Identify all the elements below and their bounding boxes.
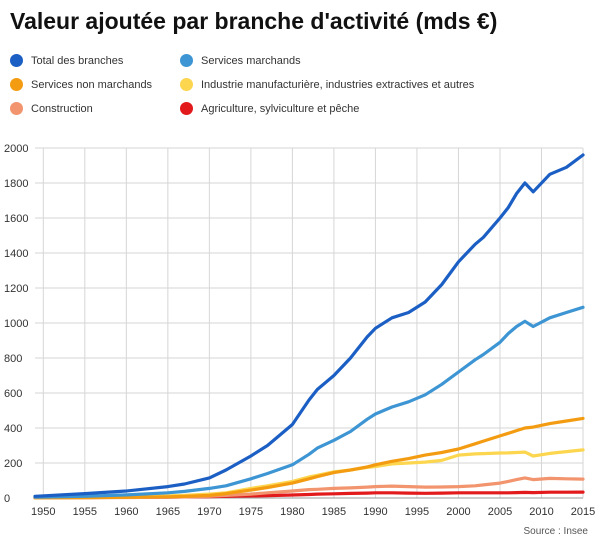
x-tick-label-8: 1990 [363,506,387,518]
legend-label-industrie: Industrie manufacturière, industries ext… [201,78,475,91]
x-tick-label-0: 1950 [31,506,55,518]
legend-dot-services-marchands [180,54,193,67]
legend-label-services-non-marchands: Services non marchands [31,78,153,91]
y-tick-label-3: 600 [4,388,22,400]
x-tick-label-6: 1980 [280,506,304,518]
series-line-2 [33,416,585,500]
series-line-0 [33,153,585,498]
y-tick-label-7: 1400 [4,248,28,260]
source-note: Source : Insee [523,526,588,537]
legend-item-total: Total des branches [10,54,123,67]
x-tick-label-11: 2005 [488,506,512,518]
y-tick-label-5: 1000 [4,318,28,330]
x-tick-label-5: 1975 [239,506,263,518]
chart-title: Valeur ajoutée par branche d'activité (m… [10,8,498,34]
y-tick-label-1: 200 [4,458,22,470]
legend-item-services-non-marchands: Services non marchands [10,78,152,91]
legend-dot-construction [10,102,23,115]
legend-item-construction: Construction [10,102,93,115]
legend-label-construction: Construction [31,102,93,115]
y-tick-label-4: 800 [4,353,22,365]
x-tick-label-2: 1960 [114,506,138,518]
legend-item-services-marchands: Services marchands [180,54,301,67]
legend-label-services-marchands: Services marchands [201,54,301,67]
legend-dot-total [10,54,23,67]
y-tick-label-6: 1200 [4,283,28,295]
x-tick-label-10: 2000 [446,506,470,518]
legend-label-total: Total des branches [31,54,124,67]
y-tick-label-0: 0 [4,493,10,505]
y-tick-label-2: 400 [4,423,22,435]
y-tick-label-10: 2000 [4,143,28,155]
legend-dot-agriculture [180,102,193,115]
x-tick-label-4: 1970 [197,506,221,518]
series-line-1 [33,305,585,499]
legend-dot-services-non-marchands [10,78,23,91]
x-tick-label-12: 2010 [529,506,553,518]
x-tick-label-7: 1985 [322,506,346,518]
legend-item-industrie: Industrie manufacturière, industries ext… [180,78,474,91]
y-tick-label-9: 1800 [4,178,28,190]
x-tick-label-3: 1965 [156,506,180,518]
x-tick-label-13: 2015 [571,506,595,518]
x-tick-label-9: 1995 [405,506,429,518]
legend-item-agriculture: Agriculture, sylviculture et pêche [180,102,359,115]
legend-dot-industrie [180,78,193,91]
legend-label-agriculture: Agriculture, sylviculture et pêche [201,102,360,115]
x-tick-label-1: 1955 [73,506,97,518]
y-tick-label-8: 1600 [4,213,28,225]
